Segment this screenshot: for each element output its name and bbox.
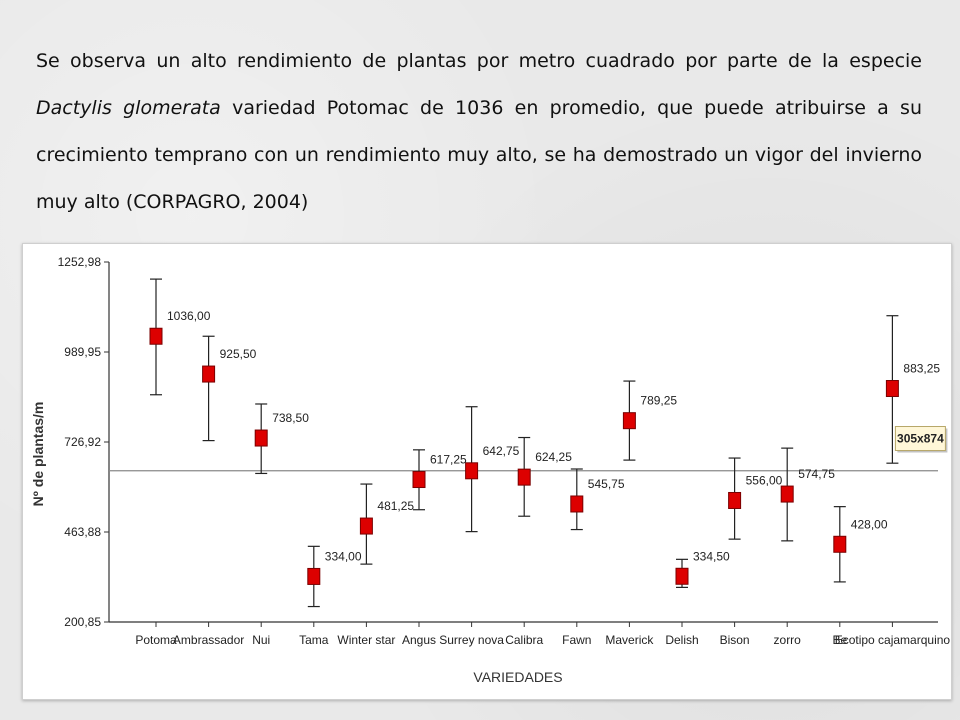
category-label-8: Fawn — [562, 633, 591, 647]
category-label-0: Potoma — [135, 633, 177, 647]
mean-marker-8 — [570, 495, 584, 513]
y-tick-label-4: 1252,98 — [58, 255, 102, 269]
chart-frame: 200,85 463,88 726,92 989,95 1252,98 1036,00 9… — [22, 243, 952, 700]
category-label-7: Calibra — [505, 633, 543, 647]
mean-marker-9 — [622, 412, 636, 430]
mean-marker-1 — [202, 365, 216, 383]
data-label-14: 883,25 — [903, 362, 940, 376]
data-label-8: 545,75 — [588, 477, 625, 491]
mean-marker-13 — [833, 535, 847, 553]
x-axis-title: VARIEDADES — [473, 669, 562, 685]
data-label-6: 642,75 — [483, 444, 520, 458]
mean-marker-3 — [307, 567, 321, 585]
data-label-10: 334,50 — [693, 549, 730, 563]
category-label-3: Tama — [299, 633, 329, 647]
category-label-14: Ecotipo cajamarquino — [835, 633, 951, 647]
data-label-0: 1036,00 — [167, 309, 211, 323]
description-paragraph: Se observa un alto rendimiento de planta… — [36, 38, 922, 226]
category-label-1: Ambrassador — [173, 633, 244, 647]
mean-marker-11 — [728, 491, 742, 509]
mean-marker-7 — [517, 468, 531, 486]
data-label-11: 556,00 — [746, 473, 783, 487]
category-label-4: Winter star — [337, 633, 395, 647]
category-label-2: Nui — [252, 633, 270, 647]
data-label-13: 428,00 — [851, 517, 888, 531]
mean-marker-10 — [675, 567, 689, 585]
y-tick-label-3: 989,95 — [64, 345, 101, 359]
y-tick-label-2: 726,92 — [64, 435, 101, 449]
category-label-11: Bison — [720, 633, 750, 647]
category-label-13: Be — [832, 633, 847, 647]
species-name: Dactylis glomerata — [36, 97, 221, 119]
data-label-9: 789,25 — [640, 394, 677, 408]
errorbars-layer — [149, 278, 899, 608]
mean-marker-6 — [465, 462, 479, 480]
errorbar-chart: 200,85 463,88 726,92 989,95 1252,98 1036,00 9… — [30, 255, 950, 685]
data-label-7: 624,25 — [535, 450, 572, 464]
mean-marker-14 — [885, 380, 899, 398]
data-label-12: 574,75 — [798, 467, 835, 481]
data-label-4: 481,25 — [377, 499, 414, 513]
axes: 200,85 463,88 726,92 989,95 1252,98 — [58, 255, 938, 629]
mean-marker-2 — [254, 429, 268, 447]
tooltip-text: 305x874 — [897, 432, 944, 446]
category-label-12: zorro — [774, 633, 802, 647]
data-label-5: 617,25 — [430, 453, 467, 467]
y-axis-title: Nº de plantas/m — [30, 402, 46, 507]
tooltip-box — [894, 426, 946, 452]
labels-layer: 1036,00 925,50 738,50 334,00 481,25 617,25 642… — [135, 309, 950, 647]
y-tick-label-1: 463,88 — [64, 525, 101, 539]
mean-marker-5 — [412, 471, 426, 489]
y-tick-label-0: 200,85 — [64, 615, 101, 629]
data-label-2: 738,50 — [272, 411, 309, 425]
category-label-5: Angus — [402, 633, 436, 647]
mean-marker-12 — [780, 485, 794, 503]
category-label-9: Maverick — [605, 633, 654, 647]
data-label-1: 925,50 — [220, 347, 257, 361]
paragraph-text-2: variedad Potomac de 1036 en promedio, qu… — [36, 97, 922, 213]
paragraph-text-1: Se observa un alto rendimiento de planta… — [36, 50, 922, 72]
mean-marker-0 — [149, 327, 163, 345]
data-label-3: 334,00 — [325, 549, 362, 563]
category-label-10: Delish — [665, 633, 698, 647]
mean-marker-4 — [359, 517, 373, 535]
category-label-6: Surrey nova — [439, 633, 504, 647]
